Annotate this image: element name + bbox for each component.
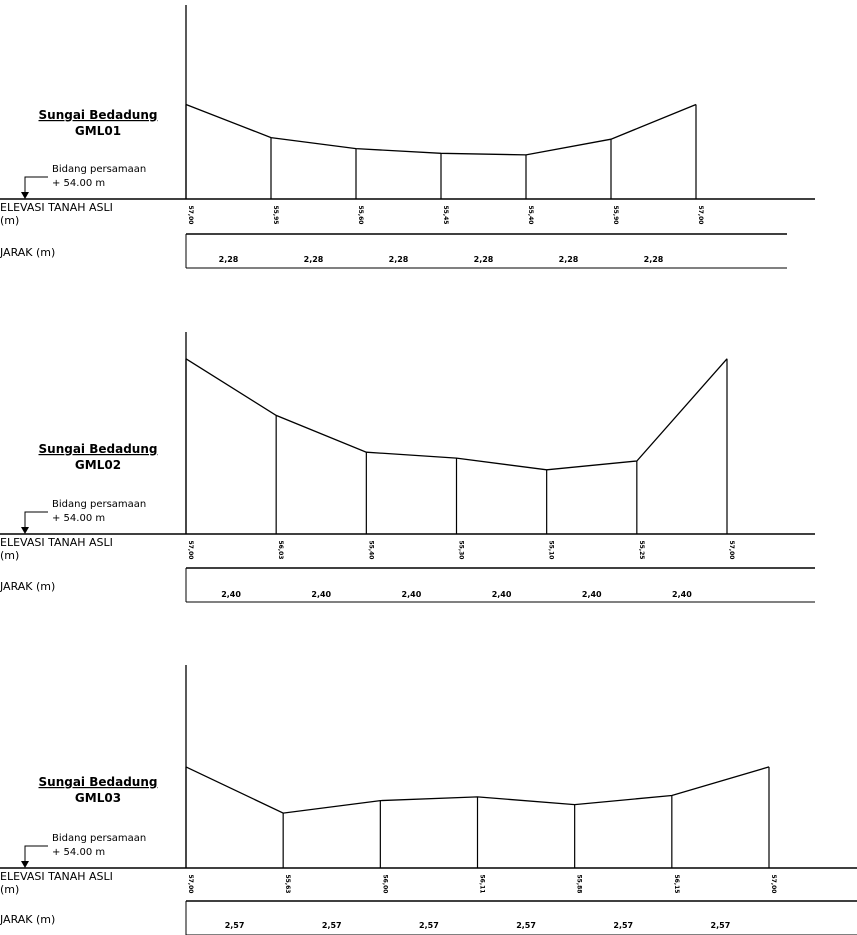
datum-leader [25,177,48,198]
elevation-label: 55,90 [612,206,619,225]
elevation-label: 56,15 [673,875,680,894]
ground-profile-line [186,359,727,470]
datum-label: Bidang persamaan [52,499,146,510]
elevation-row-unit: (m) [0,214,19,227]
elevation-label: 55,25 [638,541,645,560]
elevation-row-label: ELEVASI TANAH ASLI [0,201,113,214]
section-river-name: Sungai Bedadung [39,442,158,456]
datum-value: + 54.00 m [52,513,105,524]
distance-label: 2,40 [582,590,602,599]
elevation-label: 56,11 [479,875,486,894]
elevation-label: 55,40 [367,541,374,560]
section-river-name: Sungai Bedadung [39,775,158,789]
distance-label: 2,28 [644,255,664,264]
elevation-label: 57,00 [728,541,735,560]
elevation-row-label: ELEVASI TANAH ASLI [0,870,113,883]
elevation-label: 56,03 [277,541,284,560]
distance-row-label: JARAK (m) [0,580,55,593]
elevation-label: 57,00 [187,206,194,225]
elevation-row-label: ELEVASI TANAH ASLI [0,536,113,549]
elevation-label: 55,30 [458,541,465,560]
elevation-label: 57,00 [697,206,704,225]
distance-label: 2,40 [311,590,331,599]
distance-label: 2,28 [559,255,579,264]
elevation-label: 55,63 [284,875,291,894]
elevation-row-unit: (m) [0,549,19,562]
cross-section-gml03: 57,00 55,63 56,00 56,11 55,88 56,15 57,00 2,57 2… [0,665,857,935]
section-code: GML01 [75,124,121,138]
distance-label: 2,57 [516,921,536,930]
elevation-label: 55,60 [357,206,364,225]
distance-label: 2,57 [322,921,342,930]
distance-label: 2,57 [419,921,439,930]
elevation-label: 57,00 [770,875,777,894]
elevation-label: 55,88 [576,875,583,894]
datum-label: Bidang persamaan [52,164,146,175]
distance-row-label: JARAK (m) [0,246,55,259]
elevation-label: 55,10 [548,541,555,560]
datum-label: Bidang persamaan [52,833,146,844]
datum-value: + 54.00 m [52,847,105,858]
distance-label: 2,28 [304,255,324,264]
datum-arrow-icon [21,192,29,199]
elevation-label: 55,40 [527,206,534,225]
distance-label: 2,28 [219,255,239,264]
cross-section-gml02: 57,00 56,03 55,40 55,30 55,10 55,25 57,00 2,40 2… [0,332,815,602]
elevation-label: 55,95 [272,206,279,225]
datum-leader [25,846,48,867]
distance-label: 2,40 [221,590,241,599]
ground-profile-line [186,105,696,155]
section-river-name: Sungai Bedadung [39,108,158,122]
elevation-label: 57,00 [187,541,194,560]
datum-arrow-icon [21,861,29,868]
distance-label: 2,28 [389,255,409,264]
datum-arrow-icon [21,527,29,534]
elevation-label: 56,00 [381,875,388,894]
distance-label: 2,57 [711,921,731,930]
distance-label: 2,40 [402,590,422,599]
distance-label: 2,40 [492,590,512,599]
datum-leader [25,512,48,533]
elevation-label: 55,45 [442,206,449,225]
datum-value: + 54.00 m [52,178,105,189]
distance-label: 2,57 [225,921,245,930]
distance-label: 2,40 [672,590,692,599]
section-code: GML02 [75,458,121,472]
section-code: GML03 [75,791,121,805]
distance-row-label: JARAK (m) [0,913,55,926]
distance-label: 2,28 [474,255,494,264]
elevation-row-unit: (m) [0,883,19,896]
cross-section-gml01: 57,00 55,95 55,60 55,45 55,40 55,90 57,00 2,28 2… [0,5,815,268]
distance-label: 2,57 [613,921,633,930]
elevation-label: 57,00 [187,875,194,894]
